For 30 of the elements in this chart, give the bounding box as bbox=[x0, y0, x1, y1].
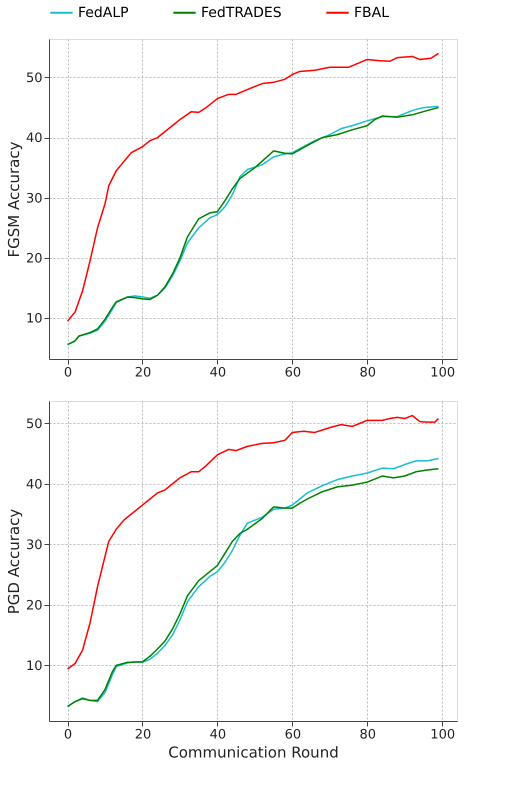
x-tick-label: 100 bbox=[430, 366, 456, 380]
x-tick-label: 80 bbox=[359, 366, 376, 380]
y-tick-label: 20 bbox=[26, 598, 42, 614]
legend-label: FedALP bbox=[78, 4, 129, 21]
legend-label: FBAL bbox=[354, 4, 390, 21]
x-tick-label: 60 bbox=[284, 728, 302, 742]
x-tick-label: 20 bbox=[134, 728, 152, 742]
x-tick-label: 60 bbox=[284, 366, 302, 380]
x-tick-label: 0 bbox=[64, 366, 72, 380]
y-tick-label: 50 bbox=[26, 416, 42, 432]
y-tick-label: 30 bbox=[26, 191, 42, 206]
x-axis-title: Communication Round bbox=[168, 744, 339, 762]
y-axis-title: PGD Accuracy bbox=[4, 508, 23, 614]
y-tick-label: 30 bbox=[26, 538, 42, 553]
y-tick-label: 50 bbox=[26, 70, 42, 86]
y-tick-label: 10 bbox=[26, 312, 42, 327]
y-tick-label: 40 bbox=[26, 477, 42, 492]
y-axis-title: FGSM Accuracy bbox=[4, 141, 23, 258]
x-tick-label: 40 bbox=[210, 728, 226, 742]
y-tick-label: 10 bbox=[26, 658, 42, 674]
line-series bbox=[66, 52, 440, 322]
x-tick-label: 100 bbox=[430, 728, 456, 742]
x-tick-label: 20 bbox=[134, 366, 152, 380]
x-tick-label: 80 bbox=[359, 728, 376, 742]
x-tick-label: 0 bbox=[64, 728, 72, 742]
line-series bbox=[66, 414, 440, 670]
y-tick-label: 20 bbox=[26, 251, 42, 266]
y-tick-label: 40 bbox=[26, 131, 42, 146]
x-tick-label: 40 bbox=[210, 366, 226, 380]
legend-label: FedTRADES bbox=[201, 4, 282, 21]
